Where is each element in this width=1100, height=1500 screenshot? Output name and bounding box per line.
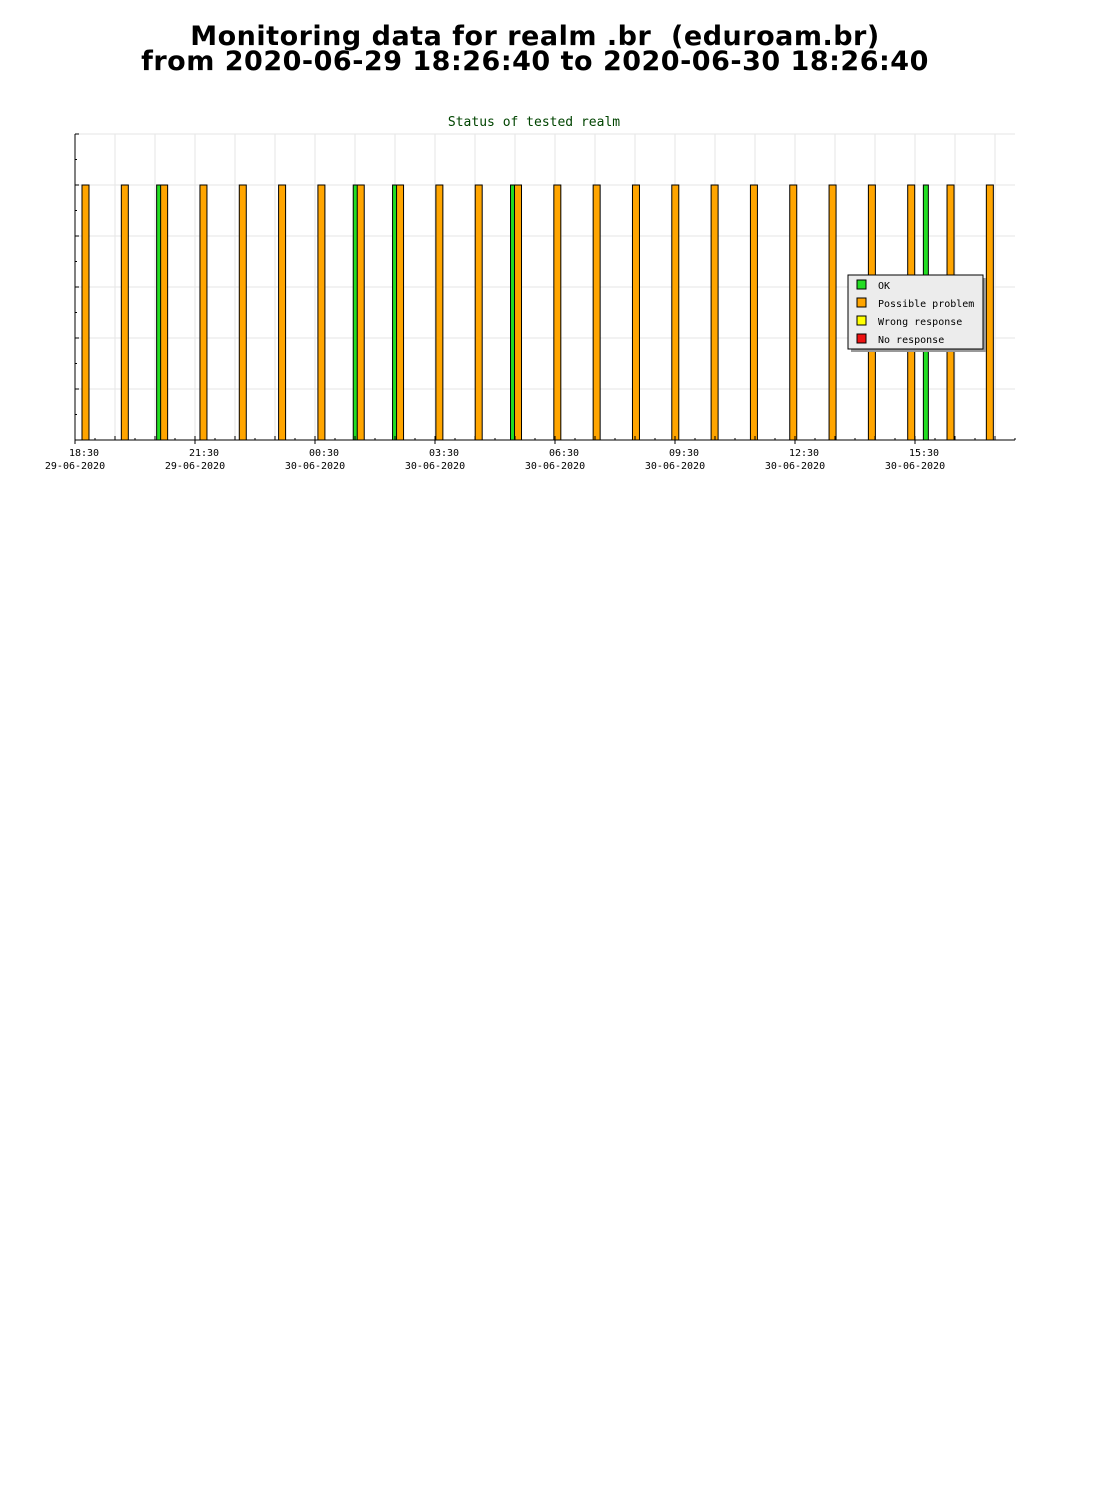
status-chart: Status of tested realm 18:30 29-06-2020 21… (45, 115, 1016, 472)
x-tick-label-time: 21:30 (189, 448, 219, 459)
bar-possible-problem (749, 184, 758, 441)
chart-axes (74, 133, 1016, 441)
legend-label: Wrong response (878, 317, 962, 328)
bar-possible-problem (238, 184, 247, 441)
x-tick-label-date: 30-06-2020 (405, 461, 465, 472)
bar-possible-problem (671, 184, 680, 441)
legend-label: No response (878, 335, 944, 346)
bar-possible-problem (631, 184, 640, 441)
x-tick-label-time: 06:30 (549, 448, 579, 459)
x-tick-label-date: 30-06-2020 (885, 461, 945, 472)
bar-possible-problem (160, 184, 169, 441)
title-line-2: from 2020-06-29 18:26:40 to 2020-06-30 1… (141, 46, 929, 77)
bar-possible-problem (828, 184, 837, 441)
bar-possible-problem (317, 184, 326, 441)
x-tick-label-date: 30-06-2020 (525, 461, 585, 472)
bar-possible-problem (356, 184, 365, 441)
bar-possible-problem (396, 184, 405, 441)
legend-swatch (856, 333, 867, 344)
legend-swatch (856, 297, 867, 308)
legend-swatch (856, 315, 867, 326)
bar-possible-problem (474, 184, 483, 441)
bar-possible-problem (789, 184, 798, 441)
x-tick-label-time: 15:30 (909, 448, 939, 459)
x-tick-label-date: 29-06-2020 (165, 461, 225, 472)
title-line-1: Monitoring data for realm .br (eduroam.b… (190, 21, 880, 52)
legend-box (847, 274, 984, 350)
x-tick-label-time: 18:30 (69, 448, 99, 459)
x-tick-label-time: 00:30 (309, 448, 339, 459)
x-tick-label-date: 30-06-2020 (285, 461, 345, 472)
x-axis-ticks: 18:30 29-06-2020 21:30 29-06-2020 00:30 30-06… (45, 440, 945, 472)
bar-possible-problem (120, 184, 129, 441)
bar-possible-problem (81, 184, 90, 441)
x-tick-label-time: 03:30 (429, 448, 459, 459)
bar-possible-problem (435, 184, 444, 441)
bar-possible-problem (710, 184, 719, 441)
x-tick-label-date: 30-06-2020 (645, 461, 705, 472)
page-title: Monitoring data for realm .br (eduroam.b… (0, 21, 1070, 77)
x-tick-label-time: 12:30 (789, 448, 819, 459)
bar-possible-problem (278, 184, 287, 441)
x-tick-label-date: 30-06-2020 (765, 461, 825, 472)
chart-title: Status of tested realm (448, 115, 620, 130)
bar-possible-problem (199, 184, 208, 441)
x-tick-label-date: 29-06-2020 (45, 461, 105, 472)
bar-possible-problem (553, 184, 562, 441)
bar-possible-problem (985, 184, 994, 441)
legend-label: Possible problem (878, 299, 974, 310)
bar-possible-problem (592, 184, 601, 441)
legend-swatch (856, 279, 867, 290)
bar-possible-problem (514, 184, 523, 441)
chart-legend: OK Possible problem Wrong response No respo… (847, 274, 986, 352)
x-tick-label-time: 09:30 (669, 448, 699, 459)
legend-label: OK (878, 281, 890, 292)
